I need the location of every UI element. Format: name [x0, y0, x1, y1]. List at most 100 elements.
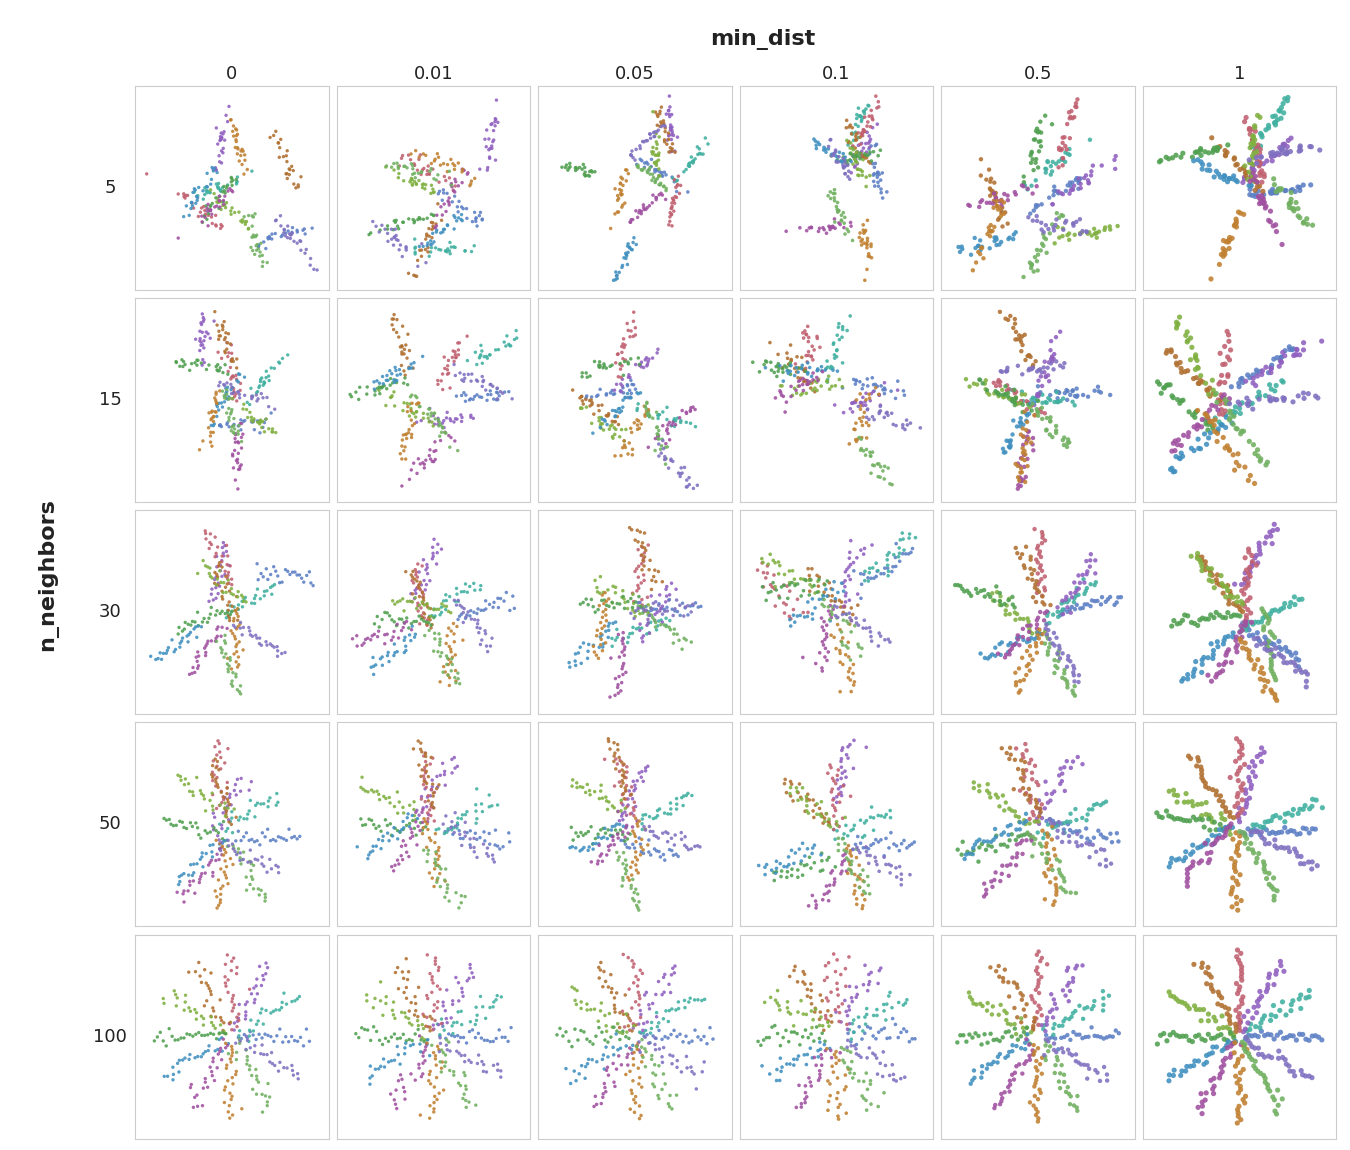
Point [841, 865, 863, 883]
Point [377, 224, 398, 243]
Point [896, 838, 918, 857]
Point [1288, 658, 1309, 676]
Point [991, 865, 1012, 883]
Point [616, 790, 637, 808]
Point [846, 146, 868, 164]
Point [639, 1034, 660, 1052]
Point [968, 776, 990, 795]
Point [753, 564, 775, 582]
Point [262, 637, 284, 655]
Point [609, 749, 630, 767]
Point [220, 580, 242, 598]
Point [639, 818, 660, 836]
Point [243, 857, 265, 875]
Point [270, 207, 292, 225]
Point [664, 171, 686, 190]
Point [872, 1043, 894, 1061]
Point [1081, 1018, 1103, 1036]
Point [1247, 1027, 1269, 1045]
Point [418, 413, 440, 431]
Point [271, 1033, 293, 1051]
Point [227, 140, 248, 159]
Point [1053, 1066, 1075, 1084]
Point [247, 1012, 269, 1030]
Point [429, 636, 451, 654]
Point [875, 1056, 896, 1074]
Point [230, 381, 251, 399]
Point [1202, 781, 1223, 799]
Point [418, 572, 440, 590]
Point [833, 152, 855, 170]
Point [796, 791, 818, 810]
Point [990, 207, 1011, 225]
Point [265, 224, 286, 243]
Point [840, 133, 861, 152]
Point [217, 649, 239, 667]
Point [1187, 151, 1208, 169]
Point [220, 422, 242, 440]
Point [1177, 869, 1199, 888]
Point [618, 519, 640, 537]
Point [853, 565, 875, 583]
Point [887, 1028, 909, 1046]
Point [1224, 575, 1246, 593]
Point [649, 406, 671, 424]
Point [864, 154, 886, 172]
Point [1299, 988, 1320, 1006]
Point [1012, 628, 1034, 646]
Point [1073, 570, 1095, 589]
Point [267, 1061, 289, 1080]
Point [591, 1050, 613, 1068]
Point [1234, 564, 1256, 582]
Point [648, 167, 670, 185]
Point [892, 544, 914, 562]
Point [252, 857, 274, 875]
Point [1261, 634, 1282, 652]
Point [836, 849, 857, 867]
Point [1224, 797, 1246, 815]
Point [1245, 172, 1266, 191]
Point [841, 124, 863, 143]
Point [857, 245, 879, 263]
Point [1095, 792, 1116, 811]
Point [211, 130, 232, 148]
Point [1235, 791, 1257, 810]
Point [653, 451, 675, 469]
Point [207, 135, 228, 153]
Point [1231, 575, 1253, 593]
Point [1006, 856, 1027, 874]
Point [999, 438, 1021, 457]
Point [1280, 129, 1301, 147]
Point [1284, 840, 1305, 858]
Point [845, 391, 867, 409]
Point [960, 246, 981, 264]
Point [996, 818, 1018, 836]
Point [805, 899, 826, 918]
Point [830, 623, 852, 642]
Point [644, 160, 666, 178]
Point [628, 1033, 649, 1051]
Point [1207, 1027, 1228, 1045]
Point [1284, 588, 1305, 606]
Point [455, 813, 477, 831]
Point [1035, 1012, 1057, 1030]
Point [594, 591, 616, 610]
Point [666, 183, 687, 201]
Point [431, 1063, 452, 1081]
Point [221, 823, 243, 842]
Point [223, 610, 244, 628]
Point [1008, 1056, 1030, 1074]
Point [814, 630, 836, 649]
Point [236, 160, 258, 178]
Point [427, 375, 448, 393]
Point [647, 135, 668, 153]
Point [868, 624, 890, 643]
Point [436, 597, 458, 615]
Point [409, 596, 431, 614]
Point [779, 1055, 801, 1073]
Point [428, 416, 450, 435]
Point [896, 411, 918, 429]
Point [1191, 795, 1212, 813]
Point [246, 1030, 267, 1049]
Point [1072, 566, 1094, 584]
